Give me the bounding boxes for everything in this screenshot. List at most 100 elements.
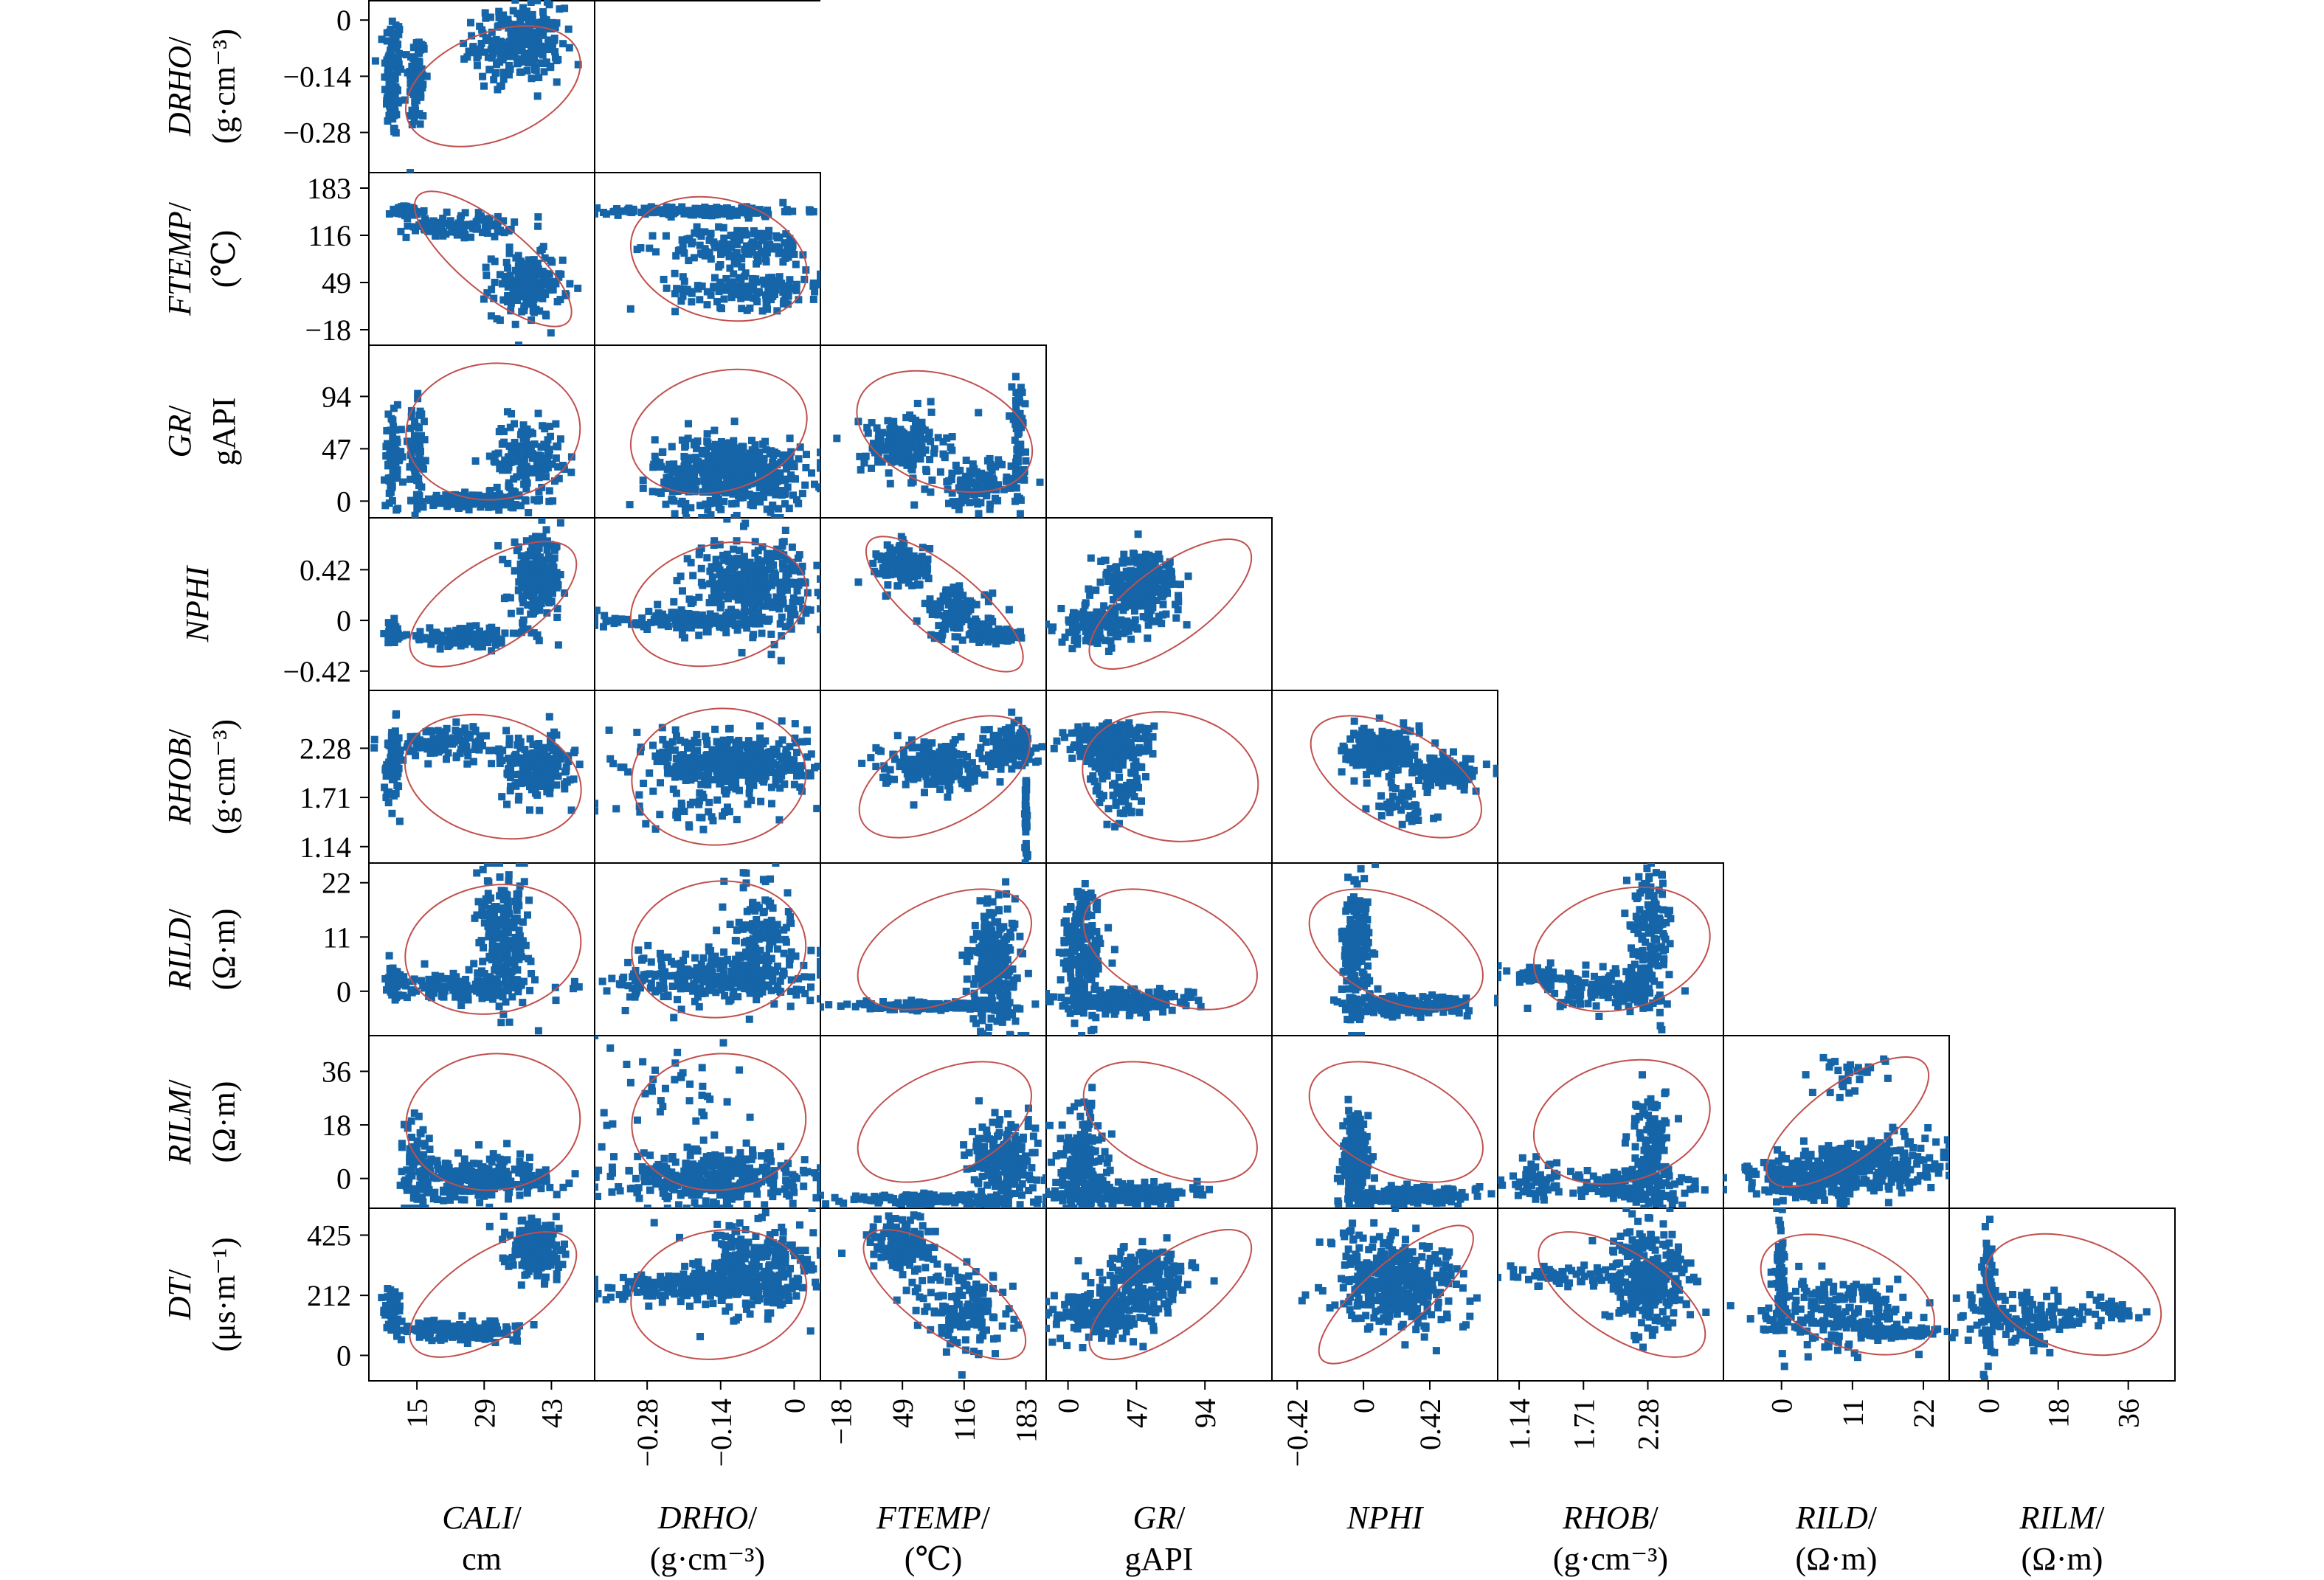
- data-point: [806, 769, 814, 777]
- data-point: [516, 431, 525, 439]
- data-point: [762, 294, 770, 302]
- data-point: [896, 444, 903, 452]
- data-point: [992, 481, 1000, 489]
- data-point: [407, 475, 415, 483]
- data-point: [457, 498, 465, 506]
- data-point: [779, 565, 787, 573]
- data-point: [545, 36, 553, 44]
- data-point: [930, 603, 937, 611]
- data-point: [520, 772, 528, 780]
- data-point: [770, 514, 778, 518]
- data-point: [1150, 562, 1158, 570]
- data-point: [758, 579, 767, 587]
- data-point: [527, 547, 535, 555]
- data-point: [719, 440, 727, 448]
- data-point: [536, 806, 544, 814]
- data-point: [393, 474, 401, 482]
- data-point: [537, 59, 545, 67]
- data-point: [934, 611, 942, 619]
- data-point: [408, 458, 416, 466]
- data-point: [687, 776, 695, 784]
- data-point: [498, 280, 506, 288]
- data-point: [419, 503, 427, 511]
- data-point: [755, 457, 763, 465]
- data-point: [412, 438, 419, 446]
- data-point: [460, 640, 468, 648]
- data-point: [505, 482, 513, 490]
- data-point: [420, 207, 428, 215]
- data-point: [672, 252, 680, 260]
- data-point: [708, 573, 716, 581]
- data-point: [388, 776, 396, 783]
- data-point: [1110, 596, 1118, 603]
- data-point: [671, 269, 679, 277]
- data-point: [541, 425, 549, 433]
- data-point: [770, 640, 778, 648]
- data-point: [710, 617, 718, 626]
- data-point: [519, 291, 528, 299]
- data-point: [817, 626, 820, 634]
- data-point: [1013, 457, 1021, 465]
- data-point: [395, 634, 403, 641]
- data-point: [488, 28, 496, 36]
- data-point: [691, 736, 699, 744]
- data-point: [507, 763, 515, 772]
- data-point: [549, 564, 557, 572]
- data-point: [986, 454, 994, 462]
- data-point: [684, 474, 692, 482]
- data-point: [668, 477, 677, 485]
- data-point: [404, 209, 412, 217]
- data-point: [497, 39, 505, 47]
- data-point: [698, 514, 706, 518]
- data-point: [803, 726, 811, 734]
- data-point: [693, 478, 701, 486]
- data-point: [760, 493, 768, 501]
- data-point: [675, 616, 683, 624]
- data-point: [1126, 619, 1134, 627]
- data-point: [883, 541, 891, 549]
- data-point: [803, 451, 810, 459]
- data-point: [977, 628, 985, 636]
- data-point: [487, 222, 495, 230]
- data-point: [766, 240, 774, 249]
- data-point: [703, 301, 711, 309]
- data-point: [546, 423, 554, 431]
- data-point: [486, 66, 494, 74]
- data-point: [905, 564, 913, 572]
- data-point: [740, 522, 747, 530]
- data-point: [956, 466, 964, 474]
- data-point: [994, 496, 1002, 505]
- data-point: [1149, 603, 1157, 611]
- data-point: [680, 758, 688, 766]
- data-point: [789, 606, 798, 614]
- data-point: [539, 533, 547, 541]
- data-point: [697, 578, 705, 586]
- data-point: [721, 457, 729, 465]
- data-point: [662, 500, 670, 508]
- data-point: [388, 75, 396, 83]
- data-point: [748, 274, 756, 283]
- data-point: [722, 581, 730, 589]
- data-point: [556, 296, 564, 304]
- data-point: [688, 240, 696, 248]
- data-point: [755, 484, 764, 492]
- data-point: [961, 600, 969, 608]
- data-point: [545, 713, 553, 721]
- data-point: [941, 588, 950, 596]
- data-point: [527, 441, 535, 449]
- data-point: [693, 621, 701, 629]
- data-point: [507, 458, 515, 466]
- data-point: [785, 505, 793, 513]
- data-point: [763, 600, 771, 608]
- data-point: [471, 727, 480, 735]
- data-point: [407, 53, 415, 61]
- data-point: [514, 543, 522, 551]
- data-point: [1105, 620, 1113, 628]
- data-point: [704, 506, 712, 514]
- data-point: [609, 760, 618, 768]
- data-point: [733, 460, 741, 468]
- data-point: [800, 275, 809, 283]
- data-point: [523, 479, 531, 487]
- data-point: [915, 448, 923, 457]
